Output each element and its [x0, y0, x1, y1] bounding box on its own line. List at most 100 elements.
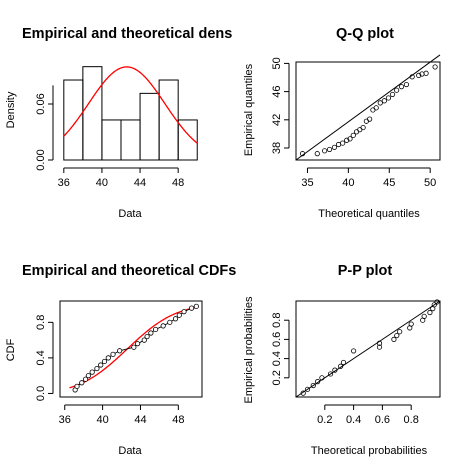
empirical-cdf-point	[85, 373, 92, 379]
y-axis-label: Empirical probabilities	[243, 296, 255, 403]
y-axis-label: Density	[5, 91, 17, 128]
y-tick-label: 0.6	[271, 332, 283, 347]
pp-point	[421, 313, 427, 319]
pp-point	[332, 367, 338, 373]
panel-cdf: Empirical and theoretical CDFs Data CDF …	[5, 263, 236, 457]
pp-point	[376, 344, 383, 350]
x-tick-label: 48	[172, 177, 184, 189]
reference-line	[295, 300, 441, 398]
y-axis-label: Empirical quantiles	[243, 63, 255, 156]
x-tick-label: 40	[96, 414, 108, 426]
pp-point	[314, 379, 321, 385]
reference-line	[295, 54, 441, 161]
empirical-cdf-point	[105, 355, 111, 361]
x-tick-label: 45	[383, 177, 395, 189]
pp-point	[319, 375, 325, 381]
x-tick-label: 0.4	[346, 414, 361, 426]
histogram-bar	[177, 119, 198, 161]
histogram-bar	[82, 66, 103, 161]
x-axis-label: Data	[118, 208, 142, 220]
empirical-cdf-point	[101, 358, 108, 365]
x-tick-label: 44	[134, 414, 146, 426]
x-tick-label: 36	[58, 177, 70, 189]
empirical-cdf-point	[160, 323, 166, 329]
theoretical-cdf-curve	[69, 306, 198, 389]
plot-frame	[59, 300, 203, 398]
qq-point	[409, 74, 415, 80]
y-tick-label: 46	[271, 85, 283, 97]
empirical-cdf-point	[181, 309, 187, 315]
y-tick-label: 0.8	[271, 313, 283, 328]
x-tick-label: 0.2	[317, 414, 332, 426]
panel-density: Empirical and theoretical dens Data Dens…	[5, 26, 232, 220]
empirical-cdf-point	[98, 362, 104, 368]
x-tick-label: 0.8	[404, 414, 419, 426]
y-tick-label: 0.8	[35, 315, 47, 330]
empirical-cdf-point	[144, 333, 150, 340]
qq-point	[377, 100, 383, 106]
empirical-cdf-point	[131, 344, 137, 350]
panel-title: Q-Q plot	[336, 26, 394, 42]
pp-point	[427, 309, 433, 316]
empirical-cdf-point	[193, 303, 199, 309]
panel-title: Empirical and theoretical CDFs	[22, 263, 236, 279]
x-tick-label: 40	[96, 177, 108, 189]
histogram-bar	[101, 119, 122, 161]
pp-point	[340, 359, 347, 366]
y-tick-label: 0.4	[35, 350, 47, 365]
pp-point	[394, 332, 400, 339]
pp-point	[304, 386, 311, 392]
x-tick-label: 44	[134, 177, 146, 189]
pp-point	[408, 321, 414, 327]
y-tick-label: 0.06	[35, 93, 47, 114]
empirical-cdf-point	[82, 376, 89, 382]
empirical-cdf-point	[141, 337, 147, 343]
pp-point	[391, 336, 397, 342]
y-tick-label: 0.0	[35, 386, 47, 401]
pp-point	[376, 340, 383, 346]
y-tick-label: 0.00	[35, 149, 47, 170]
empirical-cdf-point	[167, 319, 173, 325]
panel-qq: Q-Q plot Theoretical quantiles Empirical…	[243, 26, 441, 220]
empirical-cdf-point	[176, 312, 182, 318]
y-axis-label: CDF	[5, 338, 17, 361]
x-tick-label: 36	[59, 414, 71, 426]
x-tick-label: 40	[342, 177, 354, 189]
empirical-cdf-point	[110, 351, 116, 357]
qq-point	[416, 72, 422, 78]
empirical-cdf-point	[135, 341, 141, 347]
y-tick-label: 42	[271, 114, 283, 126]
qq-point	[389, 91, 396, 98]
empirical-cdf-point	[94, 365, 100, 372]
pp-point	[397, 329, 403, 335]
pp-point	[338, 363, 344, 369]
qq-point	[347, 136, 353, 142]
y-tick-label: 50	[271, 57, 283, 69]
empirical-cdf-point	[89, 369, 95, 375]
qq-point	[403, 81, 410, 88]
qq-point	[314, 151, 320, 157]
x-axis-label: Data	[118, 445, 142, 457]
qq-point	[360, 124, 366, 131]
qq-point	[299, 151, 306, 157]
pp-point	[431, 302, 437, 308]
x-tick-label: 50	[424, 177, 436, 189]
x-tick-label: 35	[301, 177, 313, 189]
qq-point	[322, 148, 328, 154]
qq-point	[326, 146, 333, 153]
x-axis-label: Theoretical probabilities	[311, 445, 428, 457]
qq-point	[340, 140, 346, 146]
pp-point	[434, 299, 440, 305]
qq-point	[398, 84, 405, 90]
x-tick-label: 0.6	[375, 414, 390, 426]
pp-point	[327, 371, 334, 377]
qq-point	[432, 64, 438, 70]
histogram-bar	[120, 119, 141, 161]
qq-point	[381, 98, 387, 104]
qq-point	[367, 116, 373, 122]
qq-point	[331, 144, 338, 150]
empirical-cdf-point	[188, 305, 195, 311]
histogram-bar	[139, 92, 160, 161]
empirical-cdf-point	[79, 380, 85, 386]
